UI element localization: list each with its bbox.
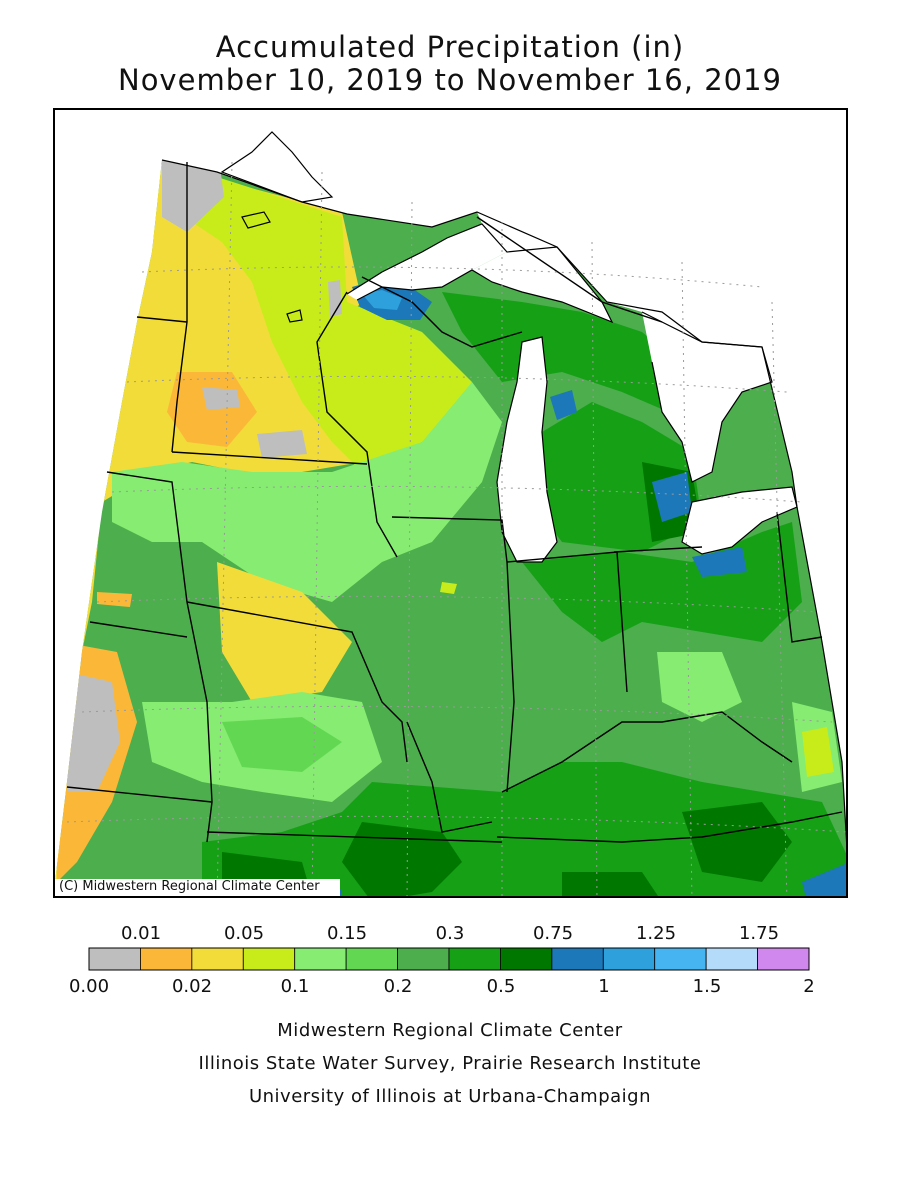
map-title: Accumulated Precipitation (in) [215,30,685,64]
colorbar-swatch [140,947,193,971]
colorbar-swatches [88,947,810,971]
boundary-wi-up [361,276,523,348]
colorbar-label-0.05: 0.05 [223,923,265,944]
boundary-mn-ia [171,451,368,465]
boundary-mi-oh [613,546,703,553]
credit-mrcc: Midwestern Regional Climate Center [277,1020,623,1041]
boundary-oh-pa [776,511,823,643]
lake-superior-west [347,224,507,300]
field-0.1-0.15-oh [657,652,742,722]
field-1-1.25-duluth [362,290,402,310]
boundary-nd-sd [136,316,188,323]
field-0.75-1-mi [550,390,577,420]
copyright-notice: (C) Midwestern Regional Climate Center [59,879,320,894]
precipitation-map [55,131,846,896]
boundary-ohio-river [501,711,793,793]
colorbar-label-0.1: 0.1 [280,976,310,997]
boundary-ia-mo [186,601,408,763]
map-domain-edge [161,159,846,843]
colorbar-label-1.75: 1.75 [738,923,780,944]
boundary-il-mo [406,721,493,833]
colorbar-swatch [294,947,347,971]
colorbar-swatch [757,947,810,971]
colorbar-swatch [602,947,656,971]
copyright-box [55,879,340,896]
colorbar-label-0.02: 0.02 [171,976,213,997]
credit-isws: Illinois State Water Survey, Prairie Res… [198,1053,702,1074]
field-0.05-0.1-north [192,177,472,472]
lake-huron [642,312,772,482]
colorbar-swatch [345,947,398,971]
colorbar-swatch [88,947,141,971]
colorbar-label-0.00: 0.00 [68,976,110,997]
colorbar-label-0.3: 0.3 [435,923,465,944]
colorbar-swatch [654,947,707,971]
colorbar-swatch [500,947,553,971]
colorbar-label-0.01: 0.01 [120,923,162,944]
field-0.02-0.05-ia [217,562,352,702]
colorbar-swatch [242,947,296,971]
lake-erie [682,487,797,554]
boundary-mn-wi [316,291,398,558]
map-subtitle-dates: November 10, 2019 to November 16, 2019 [118,63,782,97]
colorbar-swatch [705,947,758,971]
colorbar-outline [88,947,810,971]
colorbar-label-0.75: 0.75 [532,923,574,944]
field-0.5-0.75-south [342,822,462,896]
colorbar-label-0.5: 0.5 [486,976,516,997]
colorbar-swatch [397,947,450,971]
colorbar-label-1.25: 1.25 [635,923,677,944]
boundary-sd-ne [89,621,188,638]
boundary-nd-mn [171,162,188,453]
colorbar-swatch [448,947,501,971]
colorbar-label-1: 1 [598,976,610,997]
boundary-ne-ks [66,786,213,803]
lake-michigan [497,337,557,562]
colorbar-label-1.5: 1.5 [692,976,722,997]
map-frame: (C) Midwestern Regional Climate Center [53,108,848,898]
coastlines [220,131,798,563]
boundary-ky-tn [496,811,843,843]
boundary-sd-ne-ia [106,471,213,843]
field-0.00-0.01-nw [162,160,224,232]
colorbar-label-0.15: 0.15 [326,923,368,944]
graticule [66,161,846,896]
colorbar-swatch [191,947,244,971]
precipitation-field [55,160,846,896]
credit-uiuc: University of Illinois at Urbana-Champai… [248,1086,652,1107]
colorbar-swatch [551,947,604,971]
state-boundaries [66,162,843,843]
colorbar-label-2: 2 [803,976,815,997]
field-0.00-0.01-ne [67,672,120,792]
colorbar-label-0.2: 0.2 [383,976,413,997]
boundary-mo-ar [206,831,503,843]
field-0.1-0.15-central [112,382,502,602]
lake-superior-east [472,212,612,322]
